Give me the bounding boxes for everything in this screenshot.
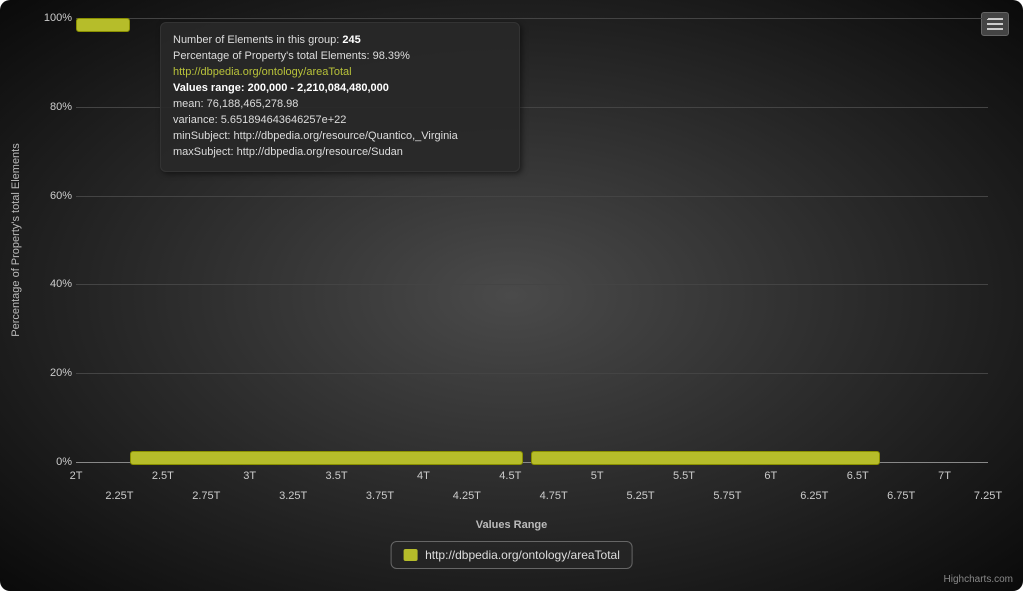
y-tick-label: 80% <box>40 101 72 113</box>
y-tick-label: 100% <box>40 12 72 24</box>
x-tick-major: 4.5T <box>499 470 521 482</box>
x-tick-minor: 5.75T <box>713 490 741 502</box>
tooltip-max-subject: maxSubject: http://dbpedia.org/resource/… <box>173 145 507 161</box>
x-tick-minor: 3.75T <box>366 490 394 502</box>
tooltip-count-value: 245 <box>342 34 360 46</box>
x-tick-minor: 7.25T <box>974 490 1002 502</box>
tooltip-link: http://dbpedia.org/ontology/areaTotal <box>173 65 507 81</box>
chart-credits[interactable]: Highcharts.com <box>944 574 1013 585</box>
x-tick-minor: 4.75T <box>540 490 568 502</box>
x-tick-major: 2.5T <box>152 470 174 482</box>
x-tick-major: 5T <box>591 470 604 482</box>
legend-swatch-icon <box>403 549 417 561</box>
chart-legend[interactable]: http://dbpedia.org/ontology/areaTotal <box>390 541 633 569</box>
y-tick-label: 40% <box>40 278 72 290</box>
tooltip-min-subject: minSubject: http://dbpedia.org/resource/… <box>173 129 507 145</box>
x-tick-minor: 6.25T <box>800 490 828 502</box>
tooltip-count-prefix: Number of Elements in this group: <box>173 34 342 46</box>
x-tick-major: 2T <box>70 470 83 482</box>
tooltip-variance: variance: 5.651894643646257e+22 <box>173 113 507 129</box>
x-tick-minor: 5.25T <box>626 490 654 502</box>
y-tick-label: 0% <box>40 456 72 468</box>
x-tick-major: 6.5T <box>847 470 869 482</box>
x-tick-minor: 3.25T <box>279 490 307 502</box>
tooltip-mean: mean: 76,188,465,278.98 <box>173 97 507 113</box>
data-bar[interactable] <box>531 451 880 465</box>
data-bar[interactable] <box>130 451 523 465</box>
legend-label: http://dbpedia.org/ontology/areaTotal <box>425 548 620 562</box>
x-tick-major: 5.5T <box>673 470 695 482</box>
x-tick-major: 7T <box>938 470 951 482</box>
x-tick-major: 3.5T <box>326 470 348 482</box>
x-tick-major: 6T <box>764 470 777 482</box>
y-tick-label: 60% <box>40 190 72 202</box>
chart-container: Percentage of Property's total Elements … <box>0 0 1023 591</box>
y-axis-title: Percentage of Property's total Elements <box>10 143 22 336</box>
x-tick-major: 4T <box>417 470 430 482</box>
menu-line-icon <box>987 23 1003 25</box>
menu-line-icon <box>987 18 1003 20</box>
x-tick-minor: 6.75T <box>887 490 915 502</box>
x-tick-major: 3T <box>243 470 256 482</box>
y-tick-label: 20% <box>40 367 72 379</box>
menu-line-icon <box>987 28 1003 30</box>
tooltip-range: Values range: 200,000 - 2,210,084,480,00… <box>173 81 507 97</box>
x-axis-title: Values Range <box>0 519 1023 531</box>
tooltip-line-pct: Percentage of Property's total Elements:… <box>173 49 507 65</box>
x-tick-minor: 4.25T <box>453 490 481 502</box>
chart-tooltip: Number of Elements in this group: 245 Pe… <box>160 22 520 172</box>
x-tick-minor: 2.25T <box>105 490 133 502</box>
tooltip-line-count: Number of Elements in this group: 245 <box>173 33 507 49</box>
data-bar[interactable] <box>76 18 130 32</box>
x-tick-minor: 2.75T <box>192 490 220 502</box>
